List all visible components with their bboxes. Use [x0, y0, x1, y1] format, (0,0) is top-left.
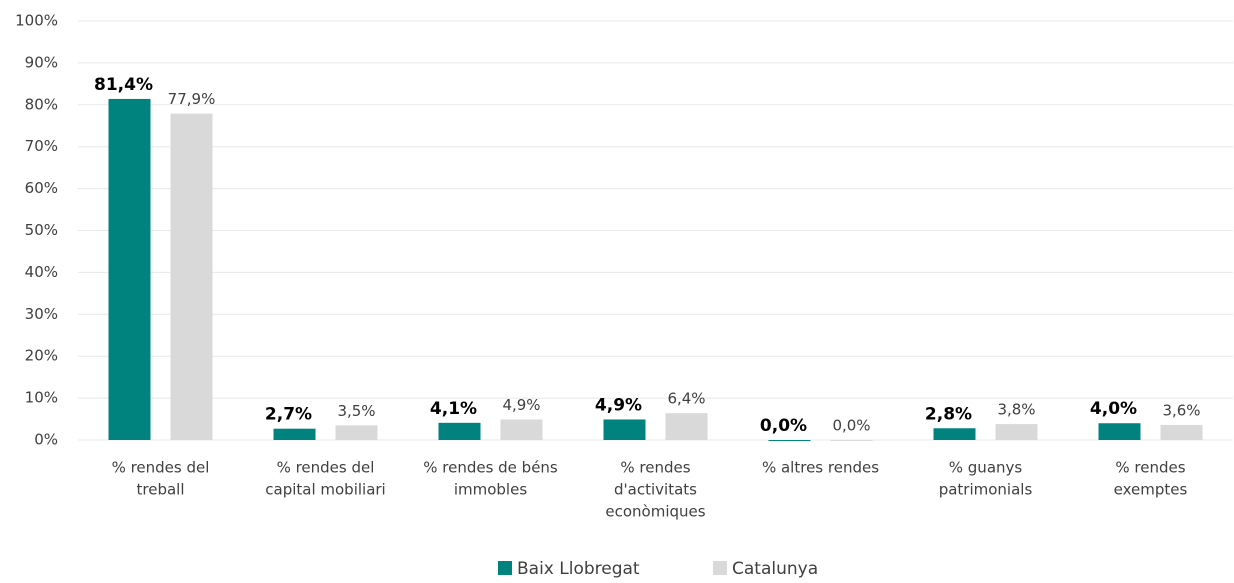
bar: [1098, 423, 1141, 440]
x-tick-label: immobles: [454, 481, 527, 499]
data-label: 4,1%: [430, 399, 477, 419]
legend-label: Catalunya: [732, 559, 818, 579]
bar: [500, 419, 543, 440]
x-tick-label: % altres rendes: [762, 459, 879, 477]
data-label: 4,9%: [595, 395, 642, 415]
data-label: 0,0%: [832, 417, 870, 435]
bar: [933, 428, 976, 440]
y-tick-label: 10%: [25, 389, 58, 407]
bar: [273, 428, 316, 440]
x-tick-label: % rendes: [620, 459, 690, 477]
bar: [830, 440, 873, 441]
data-label: 0,0%: [760, 416, 807, 436]
x-tick-label: % rendes del: [112, 459, 210, 477]
y-tick-label: 20%: [25, 347, 58, 365]
y-tick-label: 70%: [25, 137, 58, 155]
data-label: 4,9%: [502, 396, 540, 414]
data-label: 3,5%: [337, 402, 375, 420]
x-tick-label: % guanys: [949, 459, 1023, 477]
legend-label: Baix Llobregat: [517, 559, 640, 579]
x-tick-label: % rendes de béns: [423, 459, 558, 477]
x-tick-label: exemptes: [1114, 481, 1188, 499]
legend-swatch: [498, 561, 512, 575]
x-tick-label: patrimonials: [939, 481, 1033, 499]
bar: [438, 422, 481, 440]
x-tick-label: % rendes del: [277, 459, 375, 477]
bar: [995, 424, 1038, 440]
x-tick-label: % rendes: [1115, 459, 1185, 477]
legend-swatch: [713, 561, 727, 575]
bar: [170, 113, 213, 440]
bar: [603, 419, 646, 440]
y-tick-label: 30%: [25, 305, 58, 323]
data-label: 4,0%: [1090, 399, 1137, 419]
data-label: 6,4%: [667, 390, 705, 408]
data-label: 2,8%: [925, 404, 972, 424]
y-tick-label: 50%: [25, 221, 58, 239]
y-tick-label: 0%: [34, 431, 58, 449]
bar: [335, 425, 378, 440]
x-tick-label: capital mobiliari: [265, 481, 385, 499]
bar: [1160, 424, 1203, 440]
x-tick-label: treball: [137, 481, 185, 499]
data-label: 3,8%: [997, 401, 1035, 419]
y-tick-label: 100%: [15, 12, 58, 30]
x-tick-label: d'activitats: [614, 481, 697, 499]
y-tick-label: 80%: [25, 95, 58, 113]
data-label: 2,7%: [265, 405, 312, 425]
x-tick-label: econòmiques: [605, 503, 705, 521]
data-label: 77,9%: [168, 90, 216, 108]
bar: [768, 440, 811, 441]
y-tick-label: 60%: [25, 179, 58, 197]
bar: [665, 413, 708, 440]
y-tick-label: 90%: [25, 53, 58, 71]
data-label: 81,4%: [94, 75, 153, 95]
bar: [108, 98, 151, 441]
y-tick-label: 40%: [25, 263, 58, 281]
data-label: 3,6%: [1162, 401, 1200, 419]
